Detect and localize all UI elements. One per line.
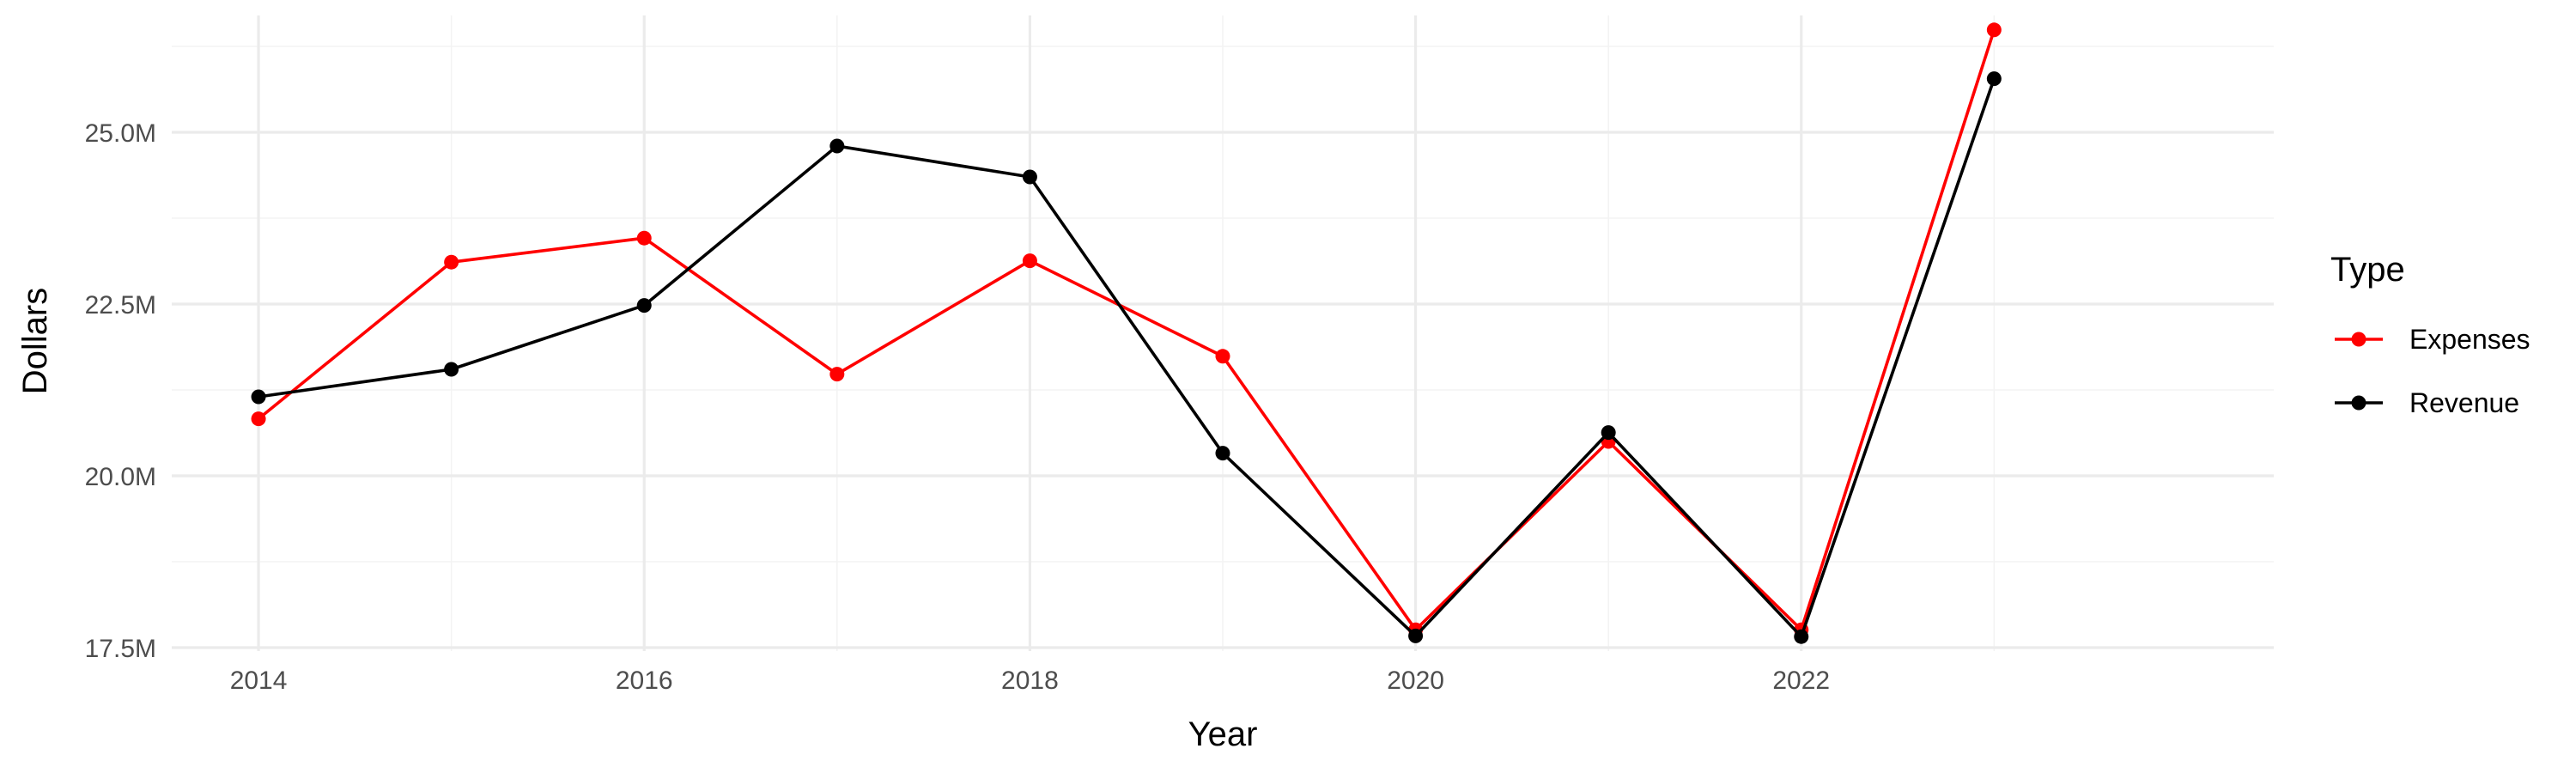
x-tick-label: 2022 (1772, 666, 1830, 695)
legend-title: Type (2330, 251, 2405, 289)
data-point-revenue (1408, 628, 1424, 643)
y-axis-title: Dollars (16, 288, 54, 394)
data-point-revenue (251, 389, 266, 405)
data-point-expenses (1986, 22, 2002, 38)
legend-label: Revenue (2409, 387, 2519, 418)
data-point-expenses (1215, 349, 1230, 364)
grid (172, 15, 2274, 651)
legend-key-point (2351, 332, 2366, 347)
data-point-expenses (444, 254, 459, 270)
legend: Type Expenses Revenue (2330, 251, 2530, 418)
data-point-revenue (1601, 425, 1616, 441)
data-point-expenses (636, 230, 652, 246)
data-point-revenue (1794, 629, 1809, 644)
y-tick-label: 25.0M (85, 119, 156, 148)
legend-label: Expenses (2409, 324, 2530, 355)
x-axis-title: Year (1188, 715, 1258, 753)
y-tick-label: 17.5M (85, 635, 156, 663)
series-expenses (251, 22, 2002, 637)
y-axis-ticks: 17.5M 20.0M 22.5M 25.0M (85, 119, 156, 663)
legend-item-revenue: Revenue (2335, 387, 2519, 418)
data-point-expenses (829, 367, 845, 382)
data-point-revenue (1986, 71, 2002, 87)
x-tick-label: 2014 (230, 666, 288, 695)
series-line-expenses (257, 29, 1996, 632)
x-axis-ticks: 2014 2016 2018 2020 2022 (230, 666, 1830, 695)
x-tick-label: 2016 (616, 666, 673, 695)
data-point-expenses (251, 411, 266, 427)
legend-key-point (2351, 395, 2366, 411)
legend-items: Expenses Revenue (2335, 324, 2530, 418)
data-point-expenses (1022, 253, 1037, 269)
series-line-revenue (258, 78, 1996, 639)
data-point-revenue (829, 138, 845, 154)
data-point-revenue (1215, 446, 1230, 461)
x-tick-label: 2020 (1387, 666, 1444, 695)
y-tick-label: 22.5M (85, 291, 156, 320)
data-point-revenue (636, 298, 652, 313)
series-revenue (251, 71, 2002, 644)
series-layer (251, 22, 2002, 644)
legend-item-expenses: Expenses (2335, 324, 2530, 355)
data-point-revenue (1022, 169, 1037, 185)
y-tick-label: 20.0M (85, 463, 156, 491)
data-point-revenue (444, 362, 459, 377)
x-tick-label: 2018 (1001, 666, 1059, 695)
